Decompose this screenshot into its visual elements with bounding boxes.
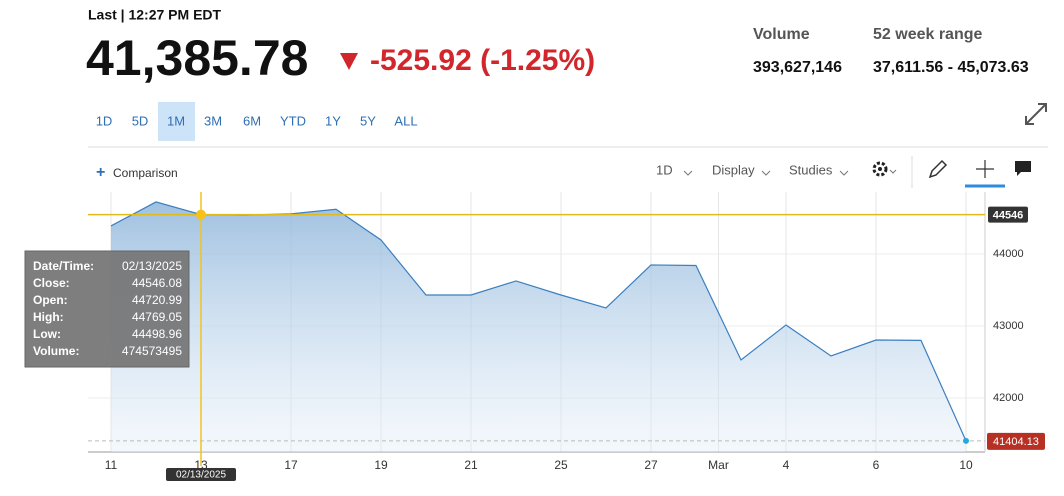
stat-label: Volume [753, 26, 810, 43]
range-tab[interactable]: 3M [204, 113, 222, 128]
x-tick-label: 17 [284, 458, 298, 472]
plus-icon[interactable]: + [96, 164, 105, 181]
comment-icon[interactable] [1015, 161, 1031, 176]
tooltip-value: 44546.08 [132, 276, 182, 290]
comparison-button[interactable]: Comparison [113, 166, 178, 180]
x-tick-label: 11 [105, 458, 118, 472]
crosshair-icon[interactable] [976, 160, 994, 178]
tooltip-label: Close: [33, 276, 70, 290]
range-tab[interactable]: 1D [96, 113, 113, 128]
tooltip-value: 44769.05 [132, 310, 182, 324]
tooltip-label: Volume: [33, 344, 79, 358]
last-price-tag [987, 432, 1045, 450]
range-tab[interactable]: YTD [280, 113, 306, 128]
range-tab[interactable]: 5Y [360, 113, 376, 128]
price: 41,385.78 [86, 30, 308, 86]
crosshair-date-label: 02/13/2025 [176, 470, 226, 481]
tooltip-value: 474573495 [122, 344, 182, 358]
draw-icon[interactable] [928, 159, 948, 179]
tooltip-label: Date/Time: [33, 259, 94, 273]
studies-select[interactable]: Studies [789, 162, 833, 177]
stat-value: 393,627,146 [753, 59, 842, 76]
range-tabs: 1D 5D 1M 3M 6M YTD 1Y 5Y ALL [96, 102, 418, 141]
tooltip [24, 250, 190, 368]
tooltip-value: 44498.96 [132, 327, 182, 341]
stat-label: 52 week range [873, 26, 983, 43]
crosshair-value-label: 44546 [993, 210, 1024, 222]
tooltip-value: 02/13/2025 [122, 259, 182, 273]
x-tick-label: 21 [464, 458, 478, 472]
x-tick-label: 27 [644, 458, 658, 472]
range-tab[interactable]: 1Y [325, 113, 341, 128]
expand-icon[interactable] [1025, 103, 1047, 125]
down-arrow [340, 53, 358, 70]
range-tab[interactable]: ALL [394, 113, 417, 128]
x-tick-label: 25 [554, 458, 568, 472]
x-tick-label: 10 [959, 458, 973, 472]
x-tick-label: 4 [783, 458, 790, 472]
last-price-label: 41404.13 [993, 436, 1039, 448]
last-label: Last | 12:27 PM EDT [88, 7, 222, 23]
crosshair-value-tag [988, 206, 1028, 223]
y-tick-label: 43000 [993, 320, 1024, 332]
tooltip-value: 44720.99 [132, 293, 182, 307]
display-select[interactable]: Display [712, 162, 755, 177]
x-tick-label: 19 [374, 458, 388, 472]
chevron [683, 170, 693, 176]
crosshair-date-tag [166, 468, 236, 481]
stat-value: 37,611.56 - 45,073.63 [873, 59, 1029, 76]
crosshair-point [196, 209, 206, 220]
area [111, 201, 966, 452]
tooltip-label: High: [33, 310, 64, 324]
change: -525.92 (-1.25%) [370, 44, 595, 77]
last-point [963, 437, 969, 444]
chevron [761, 170, 771, 176]
range-tab[interactable]: 5D [132, 113, 149, 128]
interval-select[interactable]: 1D [656, 162, 673, 177]
tooltip-label: Open: [33, 293, 68, 307]
range-tab[interactable]: 6M [243, 113, 261, 128]
y-tick-label: 42000 [993, 392, 1024, 404]
y-tick-label: 44000 [993, 248, 1024, 260]
range-tab[interactable]: 1M [167, 113, 185, 128]
settings-icon[interactable] [872, 161, 897, 177]
active-tab-bg [158, 102, 195, 141]
tooltip-label: Low: [33, 327, 61, 341]
x-tick-label: 6 [873, 458, 880, 472]
chevron [839, 170, 849, 176]
x-tick-label: Mar [708, 458, 729, 472]
